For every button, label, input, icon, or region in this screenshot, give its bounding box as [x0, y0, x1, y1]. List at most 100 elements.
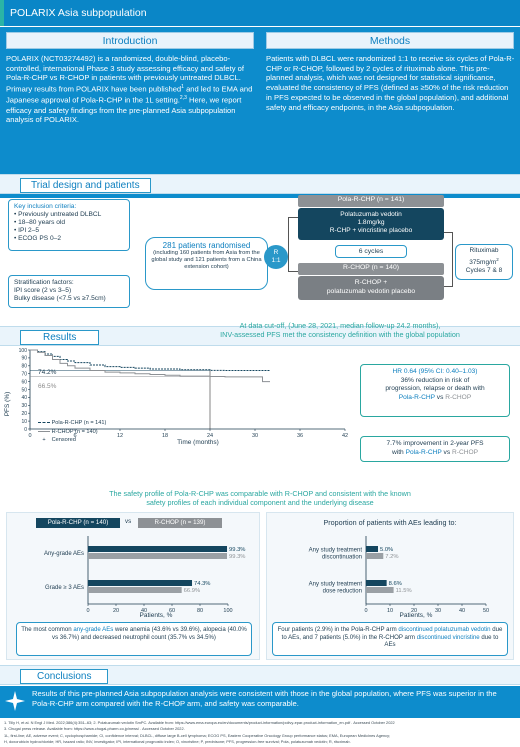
footer-line: 1L, first-line; AE, adverse event; C, cy…	[4, 732, 391, 738]
arm1-header: Pola-R-CHP (n = 141)	[298, 195, 444, 207]
safety-statement: The safety profile of Pola-R-CHP was com…	[109, 489, 411, 507]
bar-value-label: 74.3%	[194, 581, 210, 587]
bar-x-tick-label: 40	[459, 608, 465, 614]
km-x-tick-label: 36	[297, 433, 303, 439]
bar-pola	[366, 546, 378, 552]
bar-x-tick-label: 80	[197, 608, 203, 614]
branch-line	[288, 271, 298, 272]
branch-line	[288, 217, 289, 271]
randomised-label: patients randomised	[178, 241, 251, 250]
km-y-tick-label: 10	[21, 419, 27, 425]
rituximab-box: Rituximab 375mg/m2 Cycles 7 & 8	[455, 244, 513, 280]
header-accent	[0, 0, 4, 26]
km-x-tick-label: 6	[73, 433, 76, 439]
bar-pola	[88, 546, 228, 552]
connector	[452, 232, 453, 287]
page-header: POLARIX Asia subpopulation	[0, 0, 520, 26]
bar-rchop	[366, 553, 384, 559]
randomised-number: 281	[162, 241, 177, 250]
legend-censored: + Censored	[42, 437, 76, 444]
km-ylabel: PFS (%)	[4, 392, 11, 417]
bar-pola	[366, 580, 387, 586]
label-742: 74.2%	[38, 369, 57, 376]
footer-line: 1. Tilly H, et al. N Engl J Med. 2022;38…	[4, 720, 395, 725]
conclusions-heading: Conclusions	[20, 669, 109, 684]
km-x-tick-label: 0	[28, 433, 31, 439]
km-y-tick-label: 90	[21, 356, 27, 362]
hr-box: HR 0.64 (95% CI: 0.40–1.03) 36% reductio…	[360, 364, 510, 417]
intro-methods-banner	[0, 27, 520, 198]
bar-x-tick-label: 20	[113, 608, 119, 614]
bar-value-label: 5.0%	[380, 547, 393, 553]
bar-value-label: 11.5%	[396, 588, 412, 594]
cycles-label: 6 cycles	[335, 245, 407, 258]
label-665: 66.5%	[38, 383, 57, 390]
discontinuation-note: Four patients (2.9%) in the Pola-R-CHP a…	[272, 622, 508, 656]
bar-value-label: 99.3%	[229, 554, 245, 560]
bar-value-label: 66.9%	[184, 588, 200, 594]
bar-rchop	[366, 587, 394, 593]
bar-category-label: Any study treatment	[309, 582, 363, 588]
arm2-box: R-CHOP + polatuzumab vedotin placebo	[298, 276, 444, 300]
conclusions-banner	[0, 686, 520, 718]
bar-pola	[88, 580, 193, 586]
introduction-heading: Introduction	[6, 32, 254, 49]
randomised-detail: (including 160 patients from Asia from t…	[151, 250, 262, 270]
ae-legend-vs: vs	[125, 518, 132, 525]
trial-heading: Trial design and patients	[20, 178, 151, 193]
footer-references: 1. Tilly H, et al. N Engl J Med. 2022;38…	[4, 720, 518, 745]
arm1-box: Polatuzumab vedotin 1.8mg/kg R-CHP + vincr…	[298, 208, 444, 240]
results-heading: Results	[20, 330, 100, 345]
bar-category-label: discontinuation	[322, 555, 362, 561]
km-legend: Pola-R-CHP (n = 141) R-CHOP (n = 140) + …	[38, 419, 106, 445]
inclusion-title: Key inclusion criteria:	[14, 203, 77, 210]
bar-x-tick-label: 40	[141, 608, 147, 614]
ae-legend-pola: Pola-R-CHP (n = 140)	[36, 518, 120, 528]
ae-note: The most common any-grade AEs were anemi…	[16, 622, 252, 656]
prop-xlabel: Patients, %	[400, 612, 433, 619]
conclusions-section-bar: Conclusions	[0, 665, 520, 685]
bar-value-label: 8.6%	[389, 581, 402, 587]
bar-x-tick-label: 0	[86, 608, 89, 614]
prop-bar-chart: Patients, % 0 10 20 30 40 50 Any study treatme…	[309, 536, 489, 619]
km-y-tick-label: 80	[21, 364, 27, 370]
page-title: POLARIX Asia subpopulation	[10, 7, 147, 19]
km-series-pola	[30, 349, 270, 372]
inclusion-item: • Previously untreated DLBCL	[14, 211, 102, 218]
sparkle-icon	[4, 690, 26, 712]
km-xlabel: Time (months)	[177, 439, 219, 446]
km-x-tick-label: 42	[342, 433, 348, 439]
strat-title: Stratification factors:	[14, 279, 74, 286]
km-x-tick-label: 30	[252, 433, 258, 439]
prop-title: Proportion of patients with AEs leading …	[323, 518, 457, 527]
ae-bar-chart: Patients, % 0 20 40 60 80 100 Any-grade AEs 99.…	[44, 536, 245, 619]
improvement-box: 7.7% improvement in 2-year PFS with Pola…	[360, 436, 510, 462]
branch-line	[288, 217, 298, 218]
inclusion-item: • ECOG PS 0–2	[14, 235, 62, 242]
connector	[444, 232, 452, 233]
km-y-tick-label: 0	[24, 427, 27, 433]
km-y-tick-label: 50	[21, 387, 27, 393]
conclusions-text: Results of this pre-planned Asia subpopu…	[32, 689, 497, 708]
methods-heading: Methods	[266, 32, 514, 49]
strat-item: IPI score (2 vs 3–5)	[14, 287, 72, 294]
trial-section-bar: Trial design and patients	[0, 174, 520, 194]
km-x-tick-label: 18	[162, 433, 168, 439]
bar-x-tick-label: 60	[169, 608, 175, 614]
cutoff-statement: At data cut-off, (June 28, 2021, median …	[220, 321, 460, 339]
bar-category-label: Grade ≥ 3 AEs	[45, 585, 84, 591]
arm2-header: R-CHOP (n = 140)	[298, 263, 444, 275]
km-x-tick-label: 12	[117, 433, 123, 439]
km-y-tick-label: 20	[21, 411, 27, 417]
bar-rchop	[88, 587, 182, 593]
bar-x-tick-label: 20	[411, 608, 417, 614]
footer-line: 3. Chugai press release. Available from:…	[4, 726, 185, 732]
km-y-tick-label: 30	[21, 403, 27, 409]
inclusion-item: • 18–80 years old	[14, 219, 66, 226]
bar-x-tick-label: 100	[223, 608, 232, 614]
randomised-box: 281 patients randomised (including 160 p…	[145, 237, 268, 290]
stratification-box: Stratification factors: IPI score (2 vs …	[8, 275, 130, 308]
results-section-bar: Results	[0, 326, 520, 346]
connector	[444, 286, 452, 287]
strat-item: Bulky disease (<7.5 vs ≥7.5cm)	[14, 295, 106, 302]
